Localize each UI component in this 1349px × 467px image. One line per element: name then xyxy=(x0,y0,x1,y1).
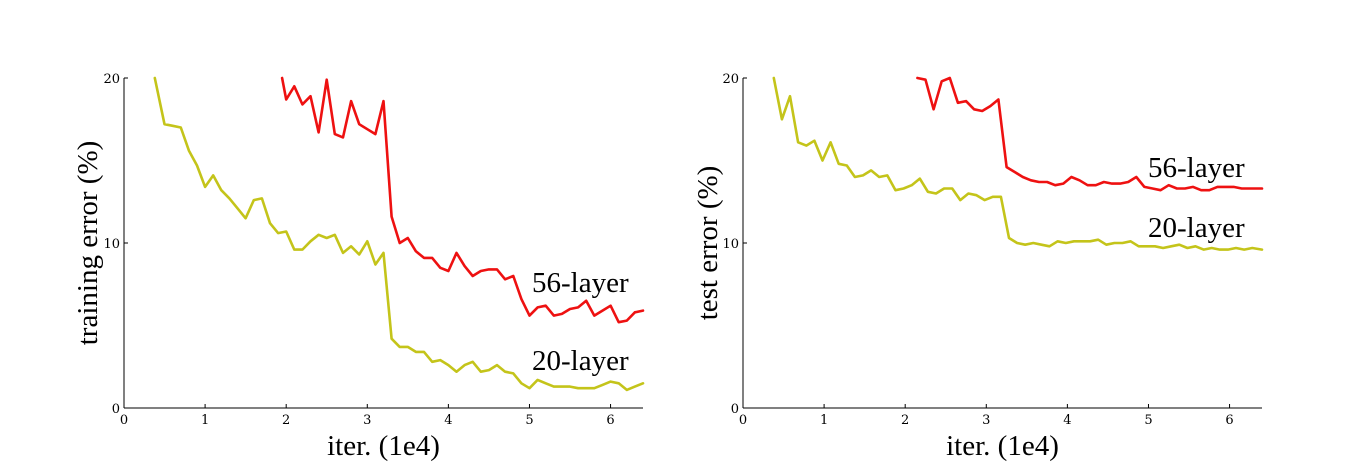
training-error-chart: 0 1 2 3 4 5 6 0 10 20 iter. (1e4) training error (%… xyxy=(72,72,645,462)
x-axis-title: iter. (1e4) xyxy=(946,430,1059,462)
x-tick-label: 4 xyxy=(1063,413,1071,428)
x-tick-label: 3 xyxy=(363,413,371,428)
y-tick-label: 20 xyxy=(103,72,120,87)
y-tick-label: 20 xyxy=(722,72,739,87)
series-label-56-layer: 56-layer xyxy=(532,267,629,299)
series-line-20-layer xyxy=(772,76,1264,251)
y-tick-label: 10 xyxy=(103,237,120,252)
series-label-20-layer: 20-layer xyxy=(532,345,629,377)
y-axis-title: test error (%) xyxy=(692,166,724,321)
test-error-chart: 0 1 2 3 4 5 6 0 10 20 iter. (1e4) test error (%) 56-… xyxy=(692,72,1264,462)
x-tick-label: 4 xyxy=(444,413,452,428)
x-tick-label: 6 xyxy=(606,413,614,428)
x-tick-label: 5 xyxy=(1144,413,1152,428)
y-tick-label: 0 xyxy=(731,402,739,417)
x-tick-label: 2 xyxy=(282,413,290,428)
x-tick-label: 1 xyxy=(201,413,209,428)
x-axis-title: iter. (1e4) xyxy=(327,430,440,462)
series-line-56-layer xyxy=(916,76,1264,192)
y-tick-label: 10 xyxy=(722,237,739,252)
x-tick-label: 3 xyxy=(982,413,990,428)
series-label-20-layer: 20-layer xyxy=(1148,212,1245,244)
y-axis-title: training error (%) xyxy=(72,141,104,346)
series-label-56-layer: 56-layer xyxy=(1148,152,1245,184)
x-tick-label: 0 xyxy=(739,413,747,428)
x-tick-label: 2 xyxy=(901,413,909,428)
x-tick-label: 6 xyxy=(1225,413,1233,428)
series-line-56-layer xyxy=(280,76,645,324)
x-tick-label: 1 xyxy=(820,413,828,428)
x-tick-label: 5 xyxy=(525,413,533,428)
series-line-20-layer xyxy=(153,76,645,392)
y-tick-label: 0 xyxy=(112,402,120,417)
x-tick-label: 0 xyxy=(120,413,128,428)
